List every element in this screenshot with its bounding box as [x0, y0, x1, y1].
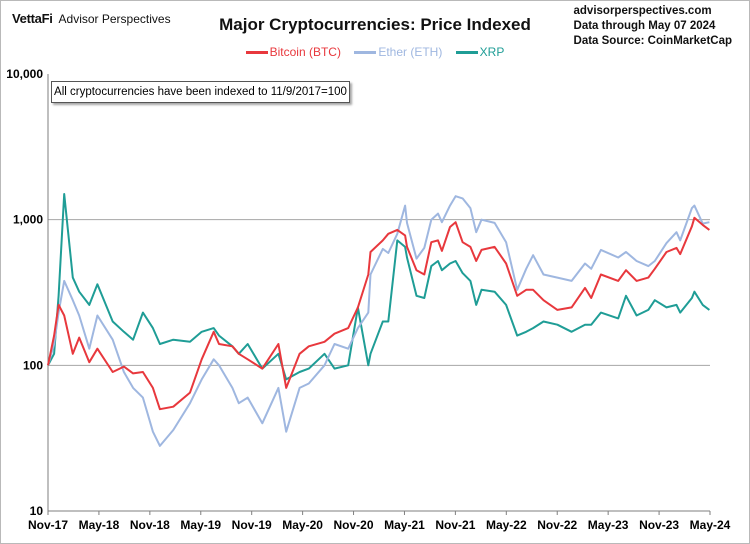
index-note: All cryptocurrencies have been indexed t… [51, 81, 350, 103]
legend-item-xrp: XRP [455, 45, 505, 59]
y-tick-label: 10 [30, 504, 44, 518]
brand-subtitle: Advisor Perspectives [58, 12, 171, 26]
legend-swatch-xrp [455, 51, 478, 55]
series-xrp-line [47, 193, 710, 381]
legend-label-btc: Bitcoin (BTC) [269, 45, 341, 59]
brand-logo: VettaFi Advisor Perspectives [12, 11, 171, 26]
brand-name: VettaFi [12, 11, 53, 26]
chart-title: Major Cryptocurrencies: Price Indexed [219, 15, 531, 34]
x-tick-label: Nov-18 [130, 518, 170, 532]
x-tick-label: Nov-20 [334, 518, 374, 532]
x-tick-label: Nov-19 [232, 518, 272, 532]
source-info: advisorperspectives.com Data through May… [574, 4, 732, 49]
legend: Bitcoin (BTC) Ether (ETH) XRP [0, 45, 750, 59]
x-tick-label: Nov-21 [435, 518, 475, 532]
series-eth-line [47, 195, 710, 447]
y-tick-label: 1,000 [13, 213, 43, 227]
x-tick-label: May-21 [384, 518, 425, 532]
legend-label-eth: Ether (ETH) [378, 45, 443, 59]
legend-label-xrp: XRP [479, 45, 505, 59]
y-tick-label: 100 [23, 358, 43, 372]
x-tick-label: Nov-23 [639, 518, 679, 532]
x-tick-label: May-22 [486, 518, 527, 532]
y-tick-label: 10,000 [6, 67, 43, 81]
x-tick-label: May-23 [588, 518, 629, 532]
data-source: Data Source: CoinMarketCap [573, 35, 732, 47]
series-btc-line [47, 216, 710, 411]
site-url: advisorperspectives.com [573, 5, 712, 17]
x-tick-label: May-18 [79, 518, 120, 532]
legend-swatch-eth [354, 51, 377, 55]
x-tick-label: May-19 [180, 518, 221, 532]
data-through: Data through May 07 2024 [573, 20, 716, 32]
legend-swatch-btc [245, 51, 268, 55]
x-tick-label: May-20 [282, 518, 323, 532]
legend-item-btc: Bitcoin (BTC) [245, 45, 341, 59]
legend-item-eth: Ether (ETH) [354, 45, 442, 59]
x-tick-label: May-24 [690, 518, 731, 532]
x-tick-label: Nov-22 [537, 518, 577, 532]
x-tick-label: Nov-17 [28, 518, 68, 532]
